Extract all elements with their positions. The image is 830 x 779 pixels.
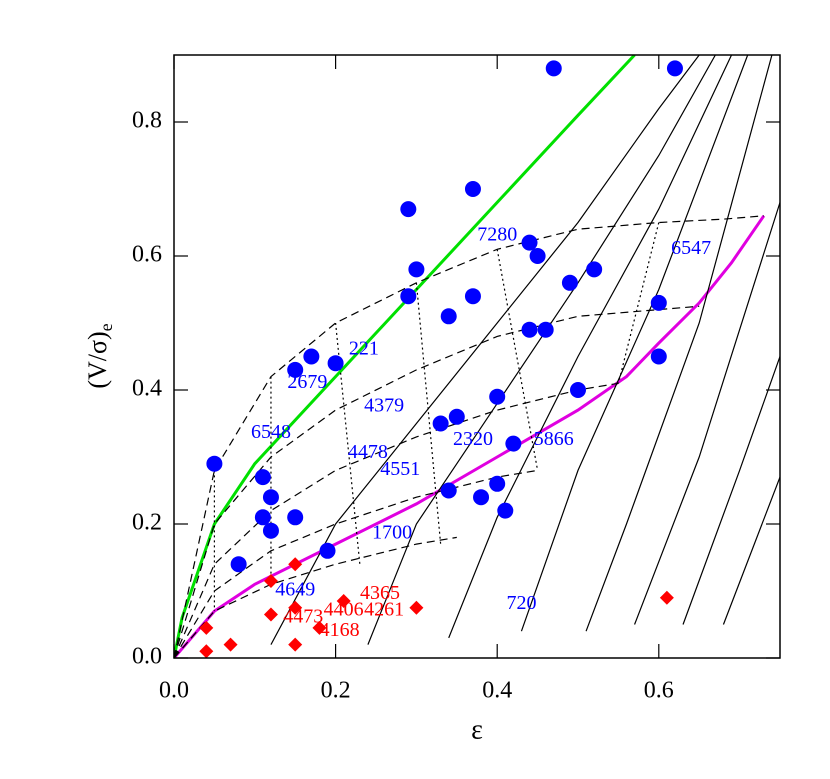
galaxy-label: 4168 [320, 619, 360, 641]
galaxy-point [206, 455, 223, 472]
model-curve [415, 282, 442, 545]
galaxy-point [312, 620, 327, 635]
galaxy-point [262, 522, 279, 539]
galaxy-point [440, 482, 457, 499]
model-curve [722, 476, 780, 625]
galaxy-point [561, 274, 578, 291]
model-curve [448, 55, 733, 639]
galaxy-point [545, 60, 562, 77]
galaxy-point [303, 348, 320, 365]
galaxy-point [537, 321, 554, 338]
galaxy-point [254, 469, 271, 486]
galaxy-point [650, 294, 667, 311]
galaxy-label: 6548 [251, 421, 291, 443]
galaxy-label: 4473 [283, 605, 323, 627]
x-axis-label: ε [471, 714, 483, 745]
galaxy-label: 5866 [534, 428, 574, 450]
galaxy-label: 4649 [275, 579, 315, 601]
galaxy-point [263, 607, 278, 622]
galaxy-point [489, 388, 506, 405]
galaxy-label: 4478 [348, 441, 388, 463]
galaxy-label: 4379 [364, 394, 404, 416]
galaxy-point [497, 502, 514, 519]
x-tick-label: 0.6 [644, 678, 674, 704]
y-tick-label: 0.6 [132, 242, 162, 268]
model-curve [682, 356, 780, 625]
galaxy-point [288, 637, 303, 652]
galaxy-label: 4365 [360, 582, 400, 604]
galaxy-point [666, 60, 683, 77]
y-tick-label: 0.2 [132, 510, 162, 536]
galaxy-point [400, 288, 417, 305]
y-tick-label: 0.4 [132, 376, 162, 402]
galaxy-point [223, 637, 238, 652]
galaxy-point [448, 408, 465, 425]
y-tick-label: 0.0 [132, 644, 162, 670]
galaxy-point [287, 509, 304, 526]
model-curve [634, 202, 780, 625]
y-axis-label-sub: e [96, 323, 116, 331]
galaxy-point [432, 415, 449, 432]
model-curve [174, 382, 619, 658]
x-tick-label: 0.0 [159, 678, 189, 704]
y-axis-label: (V/σ)e [83, 323, 116, 388]
galaxy-point [440, 308, 457, 325]
galaxy-point [464, 288, 481, 305]
plot-frame [173, 54, 781, 659]
galaxy-point [409, 600, 424, 615]
galaxy-point [505, 435, 522, 452]
galaxy-label: 4406 [324, 599, 364, 621]
y-tick-label: 0.8 [132, 108, 162, 134]
model-curve [174, 55, 636, 658]
galaxy-point [650, 348, 667, 365]
model-curve [270, 55, 700, 645]
model-curve [520, 55, 749, 632]
galaxy-point [473, 489, 490, 506]
x-tick-label: 0.4 [482, 678, 512, 704]
galaxy-label: 1700 [372, 522, 412, 544]
plot-area [174, 55, 780, 658]
model-curve [174, 536, 457, 658]
galaxy-point [288, 600, 303, 615]
galaxy-point [521, 234, 538, 251]
galaxy-point [262, 489, 279, 506]
galaxy-point [263, 573, 278, 588]
model-curve [174, 215, 764, 658]
galaxy-point [659, 590, 674, 605]
galaxy-label: 6547 [671, 237, 711, 259]
galaxy-point [288, 557, 303, 572]
galaxy-point [327, 355, 344, 372]
galaxy-point [489, 475, 506, 492]
y-axis-label-main: (V/σ) [83, 331, 112, 388]
galaxy-point [570, 382, 586, 398]
galaxy-point [336, 594, 351, 609]
model-curve [174, 214, 766, 658]
galaxy-point [199, 620, 214, 635]
x-tick-label: 0.2 [321, 678, 351, 704]
galaxy-point [400, 201, 417, 218]
galaxy-point [464, 181, 481, 197]
galaxy-point [254, 509, 271, 526]
galaxy-point [408, 261, 425, 278]
galaxy-label: 2320 [453, 428, 493, 450]
galaxy-label: 7280 [477, 223, 517, 245]
model-curve [585, 55, 773, 632]
galaxy-point [521, 321, 538, 338]
galaxy-label: 4261 [364, 599, 404, 621]
galaxy-label: 4551 [380, 458, 420, 480]
galaxy-point [319, 542, 336, 559]
galaxy-label: 221 [349, 337, 379, 359]
galaxy-label: 2679 [287, 371, 327, 393]
galaxy-point [199, 644, 214, 658]
galaxy-point [230, 556, 247, 573]
model-curve [174, 305, 700, 658]
galaxy-point [586, 261, 603, 278]
galaxy-label: 720 [506, 592, 536, 614]
galaxy-point [529, 248, 546, 264]
galaxy-point [287, 361, 304, 378]
model-curve [367, 55, 716, 645]
